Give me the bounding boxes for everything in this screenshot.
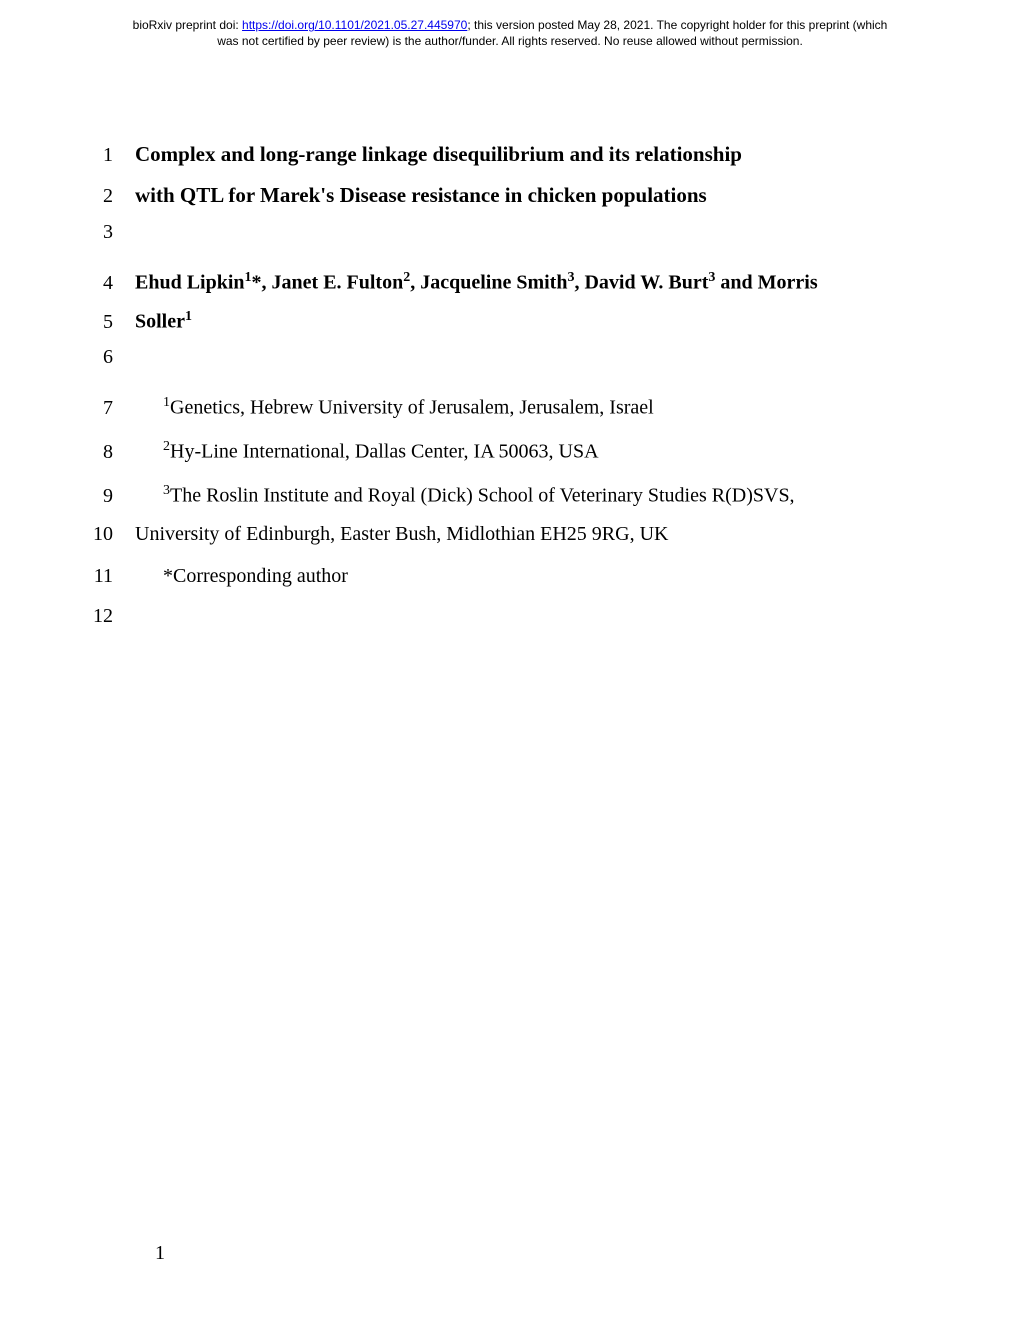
line-5: 5 Soller1 [90,306,920,342]
line-12: 12 [90,605,920,641]
line-number: 4 [90,272,135,295]
author-4: David W. Burt [584,272,708,294]
author-5-sup: 1 [185,309,192,324]
preprint-notice: bioRxiv preprint doi: https://doi.org/10… [0,0,1020,49]
line-number: 10 [90,523,135,546]
author-1: Ehud Lipkin [135,272,245,294]
line-number: 11 [90,565,135,588]
comma-2: , [410,272,420,294]
line-7: 7 1Genetics, Hebrew University of Jerusa… [90,392,920,432]
aff-text-2: Hy-Line International, Dallas Center, IA… [170,441,599,463]
author-1-sup: 1 [245,270,252,285]
aff-sup-3: 3 [163,483,170,498]
line-10: 10 University of Edinburgh, Easter Bush,… [90,519,920,557]
authors-line-2: Soller1 [135,306,192,337]
aff-text-3a: The Roslin Institute and Royal (Dick) Sc… [170,485,795,507]
page-number: 1 [155,1242,165,1265]
line-number: 5 [90,311,135,334]
line-number: 2 [90,185,135,208]
line-9: 9 3The Roslin Institute and Royal (Dick)… [90,480,920,515]
author-2: Janet E. Fulton [272,272,404,294]
page-content: 1 Complex and long-range linkage disequi… [0,49,1020,641]
aff-sup-2: 2 [163,439,170,454]
line-number: 9 [90,485,135,508]
author-1-star: *, [252,272,272,294]
corresponding-author: *Corresponding author [135,561,348,591]
title-line-2: with QTL for Marek's Disease resistance … [135,180,707,212]
line-4: 4 Ehud Lipkin1*, Janet E. Fulton2, Jacqu… [90,267,920,302]
author-3: Jacqueline Smith [420,272,567,294]
and-text: and Morris [715,272,817,294]
aff-sup-1: 1 [163,395,170,410]
line-number: 3 [90,221,135,244]
preprint-line2: was not certified by peer review) is the… [217,34,803,48]
line-number: 1 [90,144,135,167]
line-number: 12 [90,605,135,628]
authors-line-1: Ehud Lipkin1*, Janet E. Fulton2, Jacquel… [135,267,818,298]
author-5: Soller [135,311,185,333]
affiliation-2: 2Hy-Line International, Dallas Center, I… [135,436,599,467]
affiliation-3a: 3The Roslin Institute and Royal (Dick) S… [135,480,795,511]
affiliation-1: 1Genetics, Hebrew University of Jerusale… [135,392,654,423]
line-number: 7 [90,397,135,420]
doi-link[interactable]: https://doi.org/10.1101/2021.05.27.44597… [242,18,467,32]
title-line-1: Complex and long-range linkage disequili… [135,139,742,171]
line-11: 11 *Corresponding author [90,561,920,601]
line-2: 2 with QTL for Marek's Disease resistanc… [90,180,920,217]
line-number: 8 [90,441,135,464]
line-3: 3 [90,221,920,263]
line-6: 6 [90,346,920,388]
preprint-posted: ; this version posted May 28, 2021. The … [467,18,887,32]
aff-text-1: Genetics, Hebrew University of Jerusalem… [170,397,654,419]
line-8: 8 2Hy-Line International, Dallas Center,… [90,436,920,476]
preprint-prefix: bioRxiv preprint doi: [133,18,242,32]
line-number: 6 [90,346,135,369]
comma-3: , [574,272,584,294]
line-1: 1 Complex and long-range linkage disequi… [90,139,920,176]
affiliation-3b: University of Edinburgh, Easter Bush, Mi… [135,519,668,549]
